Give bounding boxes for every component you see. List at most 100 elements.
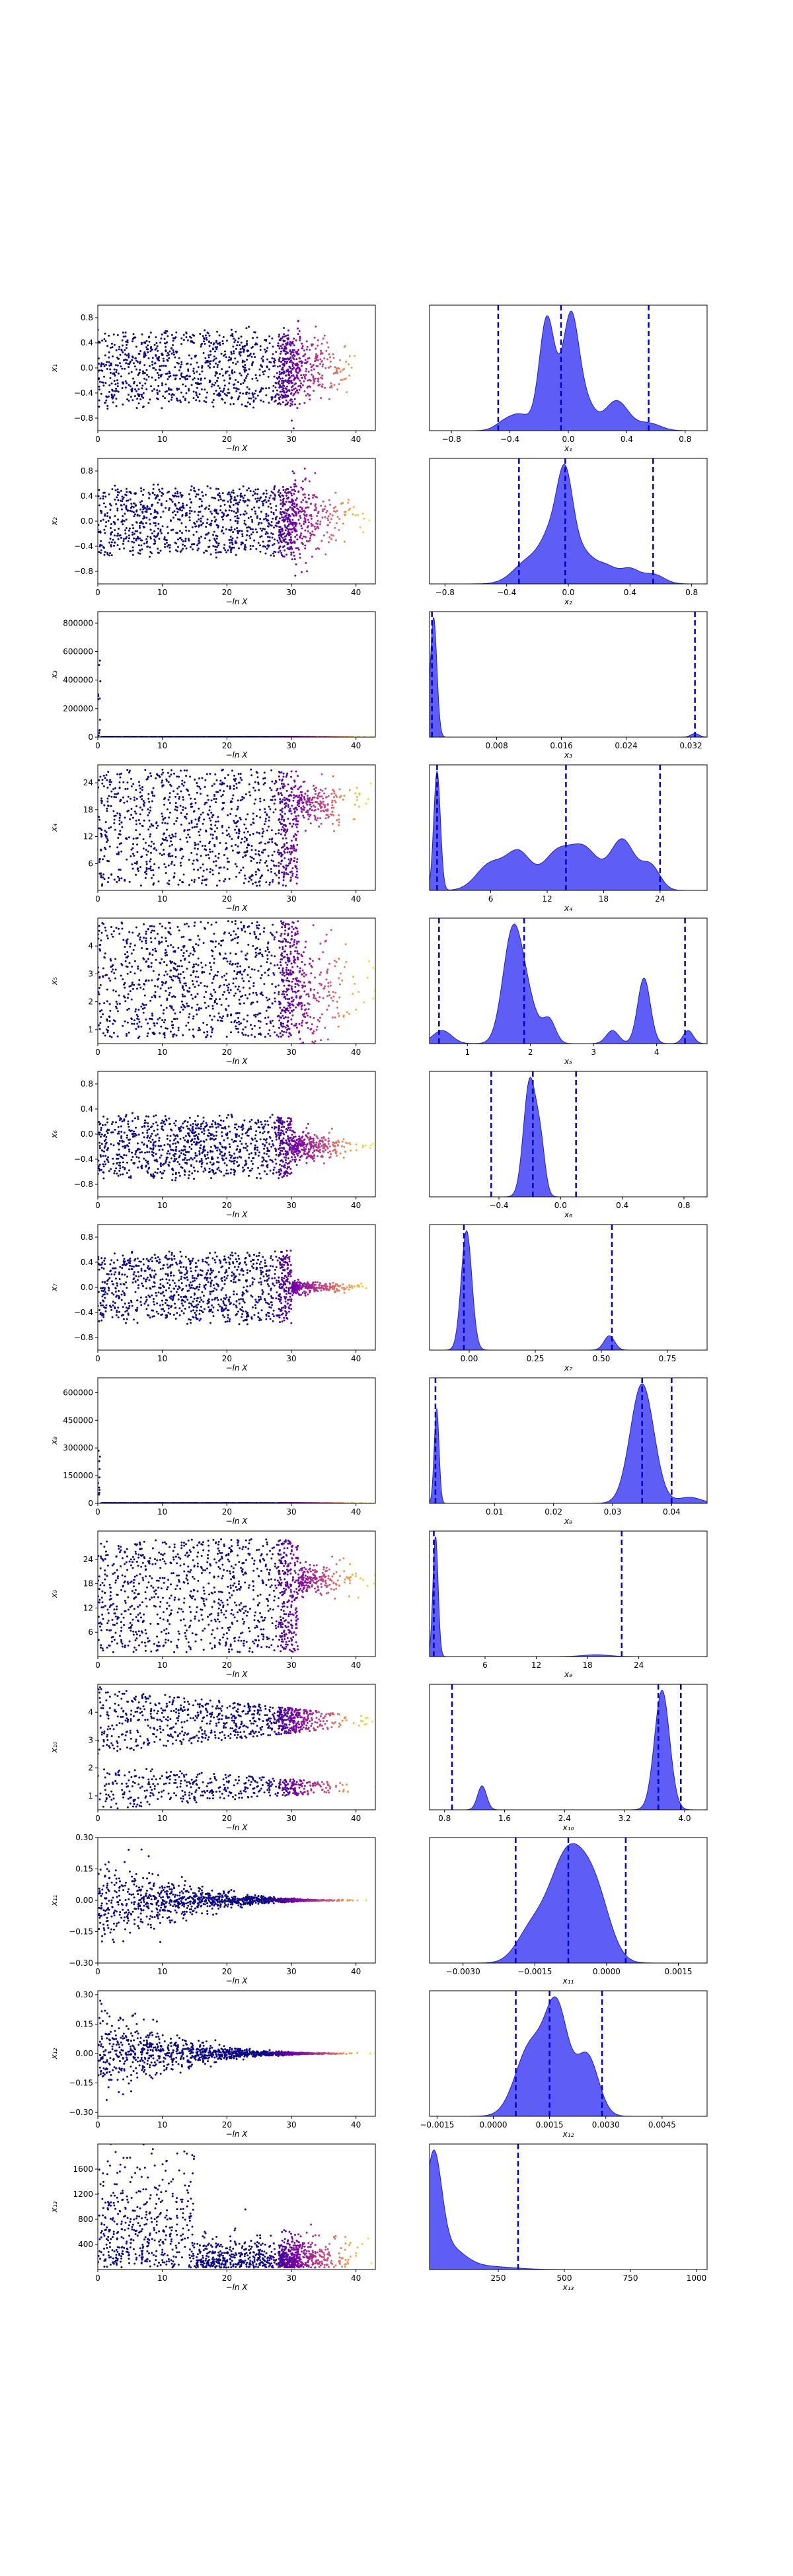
scatter-point: [277, 491, 280, 493]
scatter-point: [121, 500, 124, 503]
scatter-point: [227, 359, 230, 362]
scatter-point: [268, 335, 271, 338]
scatter-point: [299, 336, 301, 338]
scatter-point: [235, 783, 238, 785]
scatter-point: [302, 814, 305, 817]
scatter-point: [277, 849, 280, 851]
scatter-point: [217, 384, 219, 387]
scatter-point: [244, 367, 246, 369]
scatter-point: [286, 520, 289, 523]
scatter-point: [128, 356, 130, 359]
scatter-point: [143, 505, 145, 507]
scatter-point: [248, 403, 251, 406]
scatter-point: [304, 496, 307, 499]
scatter-point: [315, 548, 317, 550]
scatter-point: [217, 551, 219, 554]
scatter-point: [317, 384, 320, 387]
scatter-point: [159, 528, 162, 531]
y-tick-label: 400000: [63, 676, 93, 685]
scatter-point: [277, 522, 280, 524]
scatter-point: [311, 799, 313, 801]
scatter-point: [98, 340, 100, 343]
scatter-point: [329, 386, 331, 389]
x-tick-label: −0.4: [500, 435, 519, 444]
scatter-point: [332, 806, 335, 809]
scatter-point: [329, 356, 332, 359]
scatter-point: [317, 359, 319, 361]
scatter-point: [289, 847, 291, 849]
scatter-point: [128, 354, 130, 357]
scatter-point: [178, 530, 181, 532]
scatter-point: [301, 542, 303, 544]
scatter-point: [281, 534, 283, 536]
scatter-point: [201, 845, 204, 847]
scatter-point: [100, 849, 102, 851]
scatter-point: [133, 532, 135, 535]
scatter-point: [167, 864, 170, 867]
scatter-point: [215, 537, 218, 540]
scatter-point: [98, 729, 100, 732]
scatter-point: [174, 366, 176, 369]
x-tick-label: 0.8: [685, 588, 698, 597]
scatter-point: [200, 343, 203, 346]
scatter-point: [194, 490, 196, 493]
scatter-point: [200, 378, 202, 381]
scatter-point: [198, 785, 201, 788]
scatter-point: [293, 505, 295, 508]
scatter-point: [148, 340, 151, 343]
scatter-point: [236, 517, 239, 520]
scatter-point: [273, 555, 276, 557]
scatter-point: [216, 346, 218, 348]
scatter-point: [273, 488, 276, 491]
scatter-point: [122, 523, 124, 526]
scatter-point: [222, 336, 225, 338]
scatter-point: [324, 804, 326, 806]
scatter-point: [152, 483, 155, 486]
scatter-point: [230, 357, 233, 360]
scatter-point: [265, 394, 268, 396]
scatter-point: [273, 486, 276, 489]
scatter-point: [160, 532, 163, 534]
scatter-point: [132, 340, 133, 343]
scatter-point: [206, 868, 208, 871]
scatter-point: [249, 490, 252, 492]
scatter-point: [133, 810, 136, 813]
scatter-point: [145, 517, 148, 519]
scatter-point: [221, 832, 224, 834]
scatter-point: [180, 391, 182, 394]
scatter-point: [168, 852, 170, 855]
scatter-point: [149, 513, 152, 515]
scatter-point: [345, 361, 348, 363]
scatter-point: [181, 514, 184, 516]
scatter-point: [209, 553, 212, 555]
scatter-point: [198, 820, 200, 822]
scatter-point: [289, 521, 292, 524]
scatter-point: [301, 376, 303, 379]
scatter-point: [171, 511, 174, 514]
scatter-point: [332, 789, 334, 791]
scatter-point: [258, 507, 260, 509]
scatter-point: [299, 384, 301, 387]
scatter-point: [168, 371, 170, 373]
scatter-point: [102, 363, 105, 365]
scatter-point: [151, 376, 153, 379]
scatter-point: [283, 350, 286, 353]
scatter-point: [118, 843, 121, 845]
scatter-point: [172, 344, 174, 346]
scatter-point: [289, 515, 291, 517]
scatter-point: [305, 536, 307, 538]
scatter-point: [192, 378, 194, 381]
scatter-point: [268, 386, 270, 389]
scatter-point: [233, 774, 236, 777]
scatter-point: [359, 526, 361, 529]
scatter-point: [157, 522, 160, 525]
x-axis-label: x₁: [564, 444, 572, 453]
scatter-point: [260, 387, 263, 390]
scatter-point: [283, 333, 285, 336]
scatter-point: [98, 816, 100, 818]
scatter-point: [118, 781, 121, 783]
scatter-point: [315, 365, 318, 367]
y-tick-label: 0.0: [81, 363, 93, 373]
scatter-point: [293, 344, 295, 347]
scatter-point: [152, 787, 155, 789]
